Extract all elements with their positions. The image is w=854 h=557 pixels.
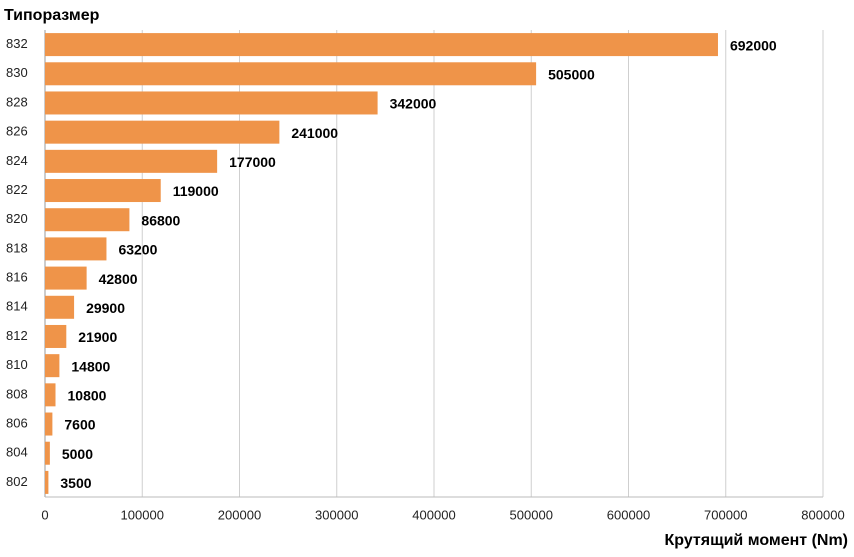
y-tick-label: 830: [6, 65, 28, 80]
value-label: 692000: [730, 37, 777, 53]
value-label: 10800: [68, 388, 107, 404]
y-tick-label: 818: [6, 240, 28, 255]
bar: [45, 441, 50, 465]
x-tick-label: 600000: [607, 507, 650, 522]
value-label: 42800: [99, 271, 138, 287]
value-label: 3500: [60, 475, 91, 491]
y-tick-label: 810: [6, 357, 28, 372]
bar: [45, 383, 56, 407]
value-label: 342000: [390, 96, 437, 112]
bar: [45, 266, 87, 290]
bar: [45, 149, 218, 173]
x-tick-label: 200000: [218, 507, 261, 522]
y-tick-label: 820: [6, 211, 28, 226]
value-label: 505000: [548, 66, 595, 82]
y-tick-label: 802: [6, 474, 28, 489]
bar: [45, 324, 67, 348]
bar: [45, 237, 107, 261]
value-label: 29900: [86, 300, 125, 316]
value-label: 7600: [64, 417, 95, 433]
y-tick-label: 832: [6, 36, 28, 51]
x-tick-label: 800000: [801, 507, 844, 522]
value-label: 63200: [118, 242, 157, 258]
y-tick-label: 816: [6, 270, 28, 285]
value-label: 177000: [229, 154, 276, 170]
x-tick-label: 500000: [510, 507, 553, 522]
y-tick-label: 806: [6, 415, 28, 430]
bar: [45, 33, 718, 57]
y-axis-title: Типоразмер: [4, 7, 100, 24]
y-tick-label: 824: [6, 153, 28, 168]
bar: [45, 295, 75, 319]
value-label: 14800: [71, 358, 110, 374]
value-label: 21900: [78, 329, 117, 345]
y-tick-label: 812: [6, 328, 28, 343]
x-axis-title: Крутящий момент (Nm): [664, 532, 848, 549]
bar: [45, 208, 130, 232]
x-tick-label: 100000: [121, 507, 164, 522]
value-label: 5000: [62, 446, 93, 462]
bar: [45, 62, 537, 86]
bar: [45, 470, 49, 494]
value-label: 119000: [173, 183, 219, 199]
x-tick-label: 0: [41, 507, 48, 522]
bar: [45, 120, 280, 144]
bar: [45, 91, 378, 115]
y-tick-label: 808: [6, 386, 28, 401]
y-tick-label: 826: [6, 124, 28, 139]
y-tick-label: 814: [6, 299, 28, 314]
value-label: 86800: [141, 212, 180, 228]
bar: [45, 412, 53, 436]
x-tick-label: 400000: [412, 507, 455, 522]
bar: [45, 179, 161, 203]
x-tick-label: 700000: [704, 507, 747, 522]
y-tick-label: 804: [6, 445, 28, 460]
x-tick-label: 300000: [315, 507, 358, 522]
y-tick-label: 828: [6, 94, 28, 109]
bar: [45, 354, 60, 378]
value-label: 241000: [291, 125, 338, 141]
y-tick-label: 822: [6, 182, 28, 197]
